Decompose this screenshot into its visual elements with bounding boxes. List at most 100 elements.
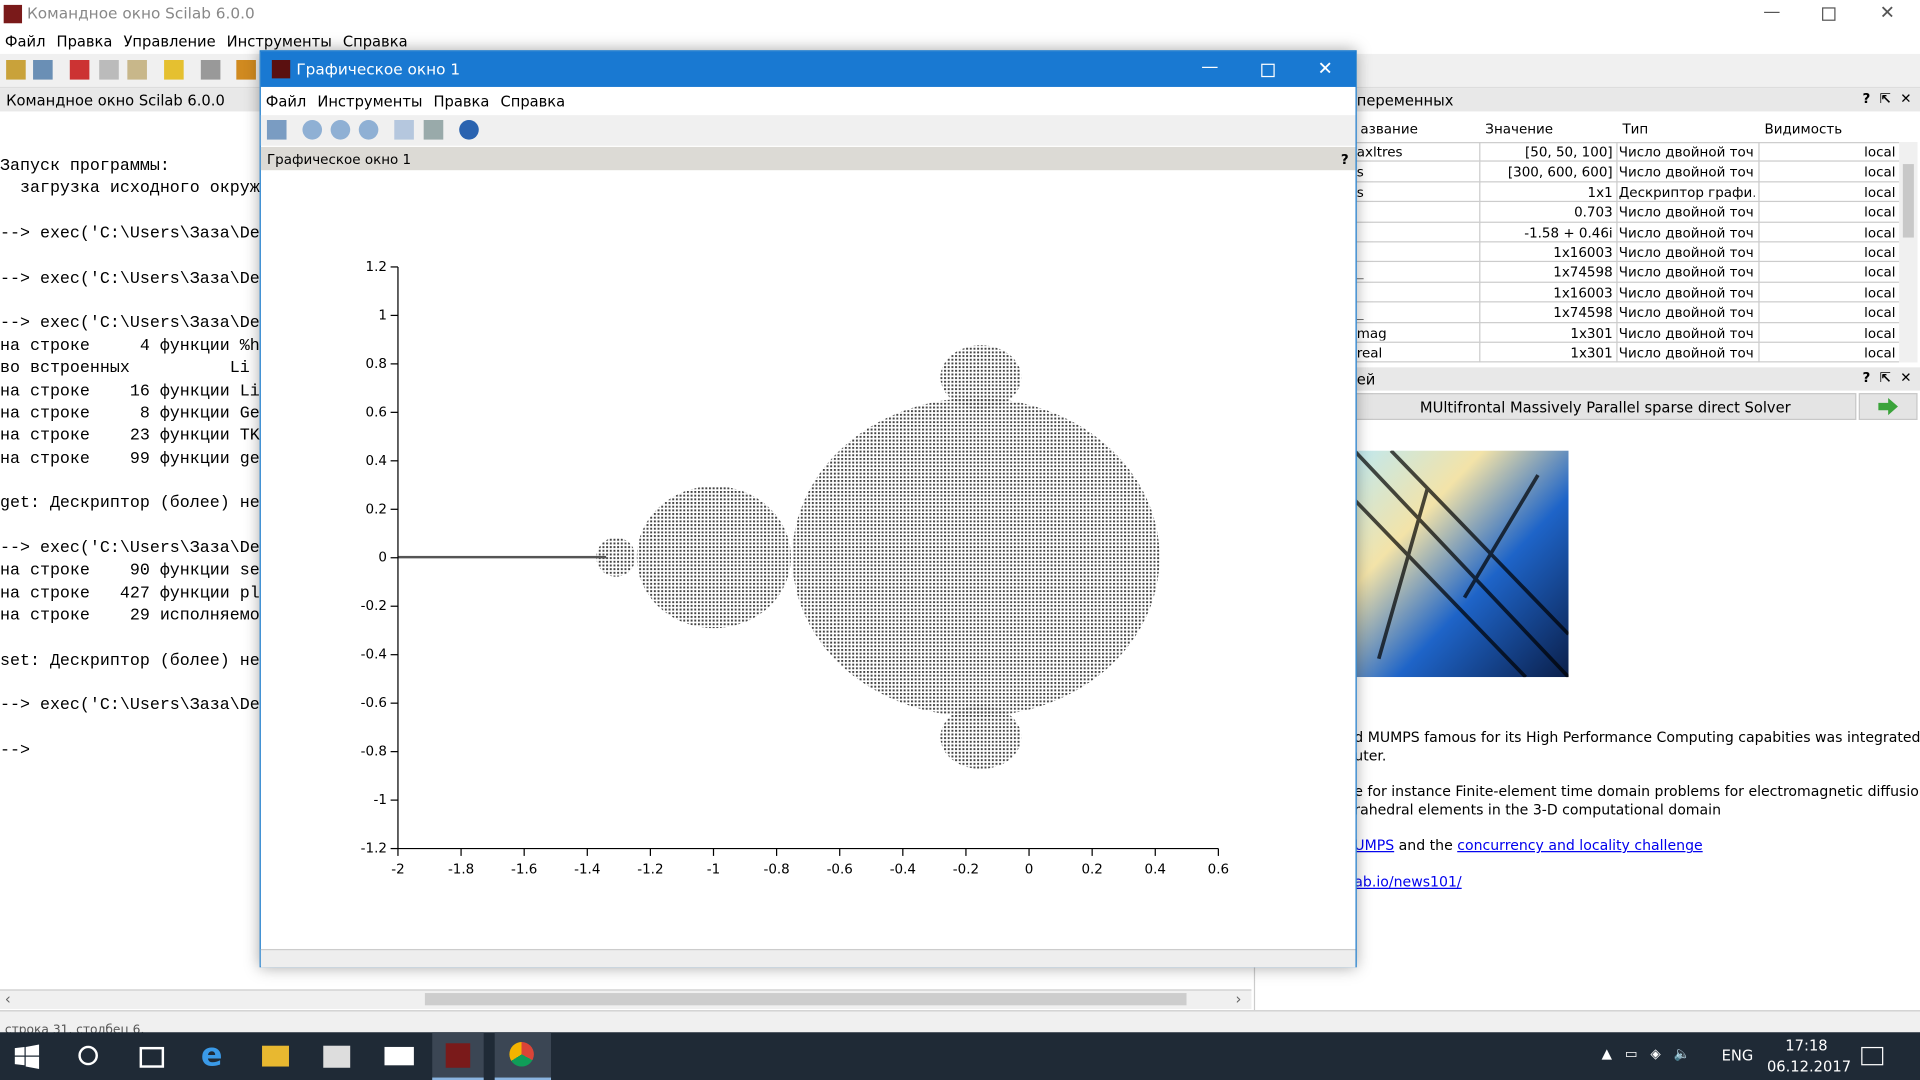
table-row[interactable] <box>1354 323 1900 343</box>
tool-icon[interactable] <box>266 120 287 140</box>
edge-icon[interactable]: e <box>200 1037 223 1074</box>
graphic-title: Графическое окно 1 <box>296 60 461 79</box>
mail-icon[interactable] <box>384 1046 414 1066</box>
console-line: на строке 4 функции %h <box>0 337 260 357</box>
close-button[interactable]: ✕ <box>1317 57 1333 80</box>
tool-icon[interactable] <box>200 60 221 80</box>
panel-buttons[interactable]: ? ⇱ ✕ <box>1862 90 1912 107</box>
table-row[interactable] <box>1354 263 1900 283</box>
console[interactable]: Запуск программы: загрузка исходного окр… <box>0 159 1251 979</box>
store-icon[interactable] <box>323 1045 351 1068</box>
tool-icon[interactable] <box>164 60 184 80</box>
news-text: uter. <box>1354 746 1387 764</box>
minimize-button[interactable]: — <box>1763 2 1781 23</box>
cell-border <box>1479 222 1481 243</box>
table-cell: 1x74598 <box>1553 266 1613 280</box>
column-header[interactable]: Тип <box>1622 121 1649 138</box>
window-icon <box>271 60 291 79</box>
x-tick-label: -1.6 <box>511 862 537 877</box>
restore-button[interactable] <box>1822 7 1836 21</box>
help-icon[interactable] <box>459 120 479 140</box>
figure-label-bar <box>260 146 1356 171</box>
news-text: and the <box>1394 836 1458 854</box>
x-tick-label: 0 <box>1025 862 1034 877</box>
scroll-right[interactable]: › <box>1235 990 1242 1008</box>
cell-border <box>1758 322 1760 343</box>
cell-border <box>1616 162 1618 183</box>
console-line: get: Дескриптор (более) не <box>0 495 260 514</box>
menu-item[interactable]: Правка <box>433 93 490 111</box>
tool-icon[interactable] <box>236 60 256 80</box>
table-row[interactable] <box>1354 283 1900 303</box>
menu-item[interactable]: Инструменты <box>226 32 332 50</box>
table-row[interactable] <box>1354 142 1900 163</box>
x-tick-label: -1.8 <box>448 862 474 877</box>
chrome-task[interactable] <box>494 1032 552 1080</box>
tool-icon[interactable] <box>330 120 351 140</box>
menu-item[interactable]: Инструменты <box>317 93 423 111</box>
console-scrollbar[interactable]: ‹ › <box>0 989 1252 1009</box>
table-row[interactable] <box>1354 222 1900 243</box>
tool-icon[interactable] <box>394 120 414 140</box>
column-header[interactable]: азвание <box>1360 121 1418 138</box>
news-line: ab.io/news101/ <box>1354 873 1461 890</box>
tool-icon[interactable] <box>33 60 53 80</box>
y-tick-label: -1 <box>374 793 387 808</box>
console-line: на строке 8 функции Ge <box>0 405 260 424</box>
column-header[interactable]: Значение <box>1485 121 1554 138</box>
explorer-icon[interactable] <box>262 1045 289 1067</box>
tool-icon[interactable] <box>6 60 26 80</box>
tool-icon[interactable] <box>69 60 90 80</box>
menu-item[interactable]: Файл <box>265 93 307 111</box>
start-button[interactable] <box>14 1044 40 1069</box>
variables-title: переменных <box>1356 91 1454 109</box>
panel-buttons[interactable]: ? ⇱ ✕ <box>1862 369 1912 386</box>
table-row[interactable] <box>1354 202 1900 223</box>
minimize-button[interactable]: — <box>1201 57 1219 78</box>
cell-border <box>1616 302 1618 323</box>
clock-date[interactable]: 06.12.2017 <box>1766 1057 1852 1076</box>
news-line: rahedral elements in the 3-D computation… <box>1354 801 1721 818</box>
column-header[interactable]: Видимость <box>1764 121 1843 138</box>
table-cell: 1x16003 <box>1553 246 1613 260</box>
table-row[interactable] <box>1354 162 1900 183</box>
tool-icon[interactable] <box>423 120 444 140</box>
task-view-button[interactable] <box>139 1046 165 1068</box>
tool-icon[interactable] <box>302 120 323 140</box>
menu-item[interactable]: Правка <box>56 32 113 50</box>
notifications[interactable] <box>1861 1046 1884 1066</box>
tool-icon[interactable] <box>358 120 379 140</box>
x-tick-label: -0.6 <box>827 862 853 877</box>
y-tick-label: 0 <box>378 551 387 566</box>
close-button[interactable]: ✕ <box>1879 1 1895 24</box>
scroll-thumb[interactable] <box>1902 164 1914 238</box>
menu-item[interactable]: Управление <box>123 32 216 50</box>
menu-item[interactable]: Справка <box>342 32 408 50</box>
maximize-button[interactable] <box>1261 63 1275 78</box>
console-line: на строке 427 функции pl <box>0 584 260 604</box>
main-menu: Файл Правка Управление Инструменты Справка <box>0 29 1920 52</box>
table-row[interactable] <box>1354 303 1900 323</box>
news-link[interactable]: ab.io/news101/ <box>1354 872 1462 890</box>
news-link[interactable]: UMPS <box>1354 836 1395 854</box>
tray-icons[interactable]: ▲ ▭ ◈ 🔈 <box>1601 1045 1691 1062</box>
search-button[interactable] <box>78 1045 98 1066</box>
table-row[interactable] <box>1354 343 1900 363</box>
figure-help[interactable]: ? <box>1340 151 1349 168</box>
scilab-task[interactable] <box>432 1032 484 1080</box>
console-line: --> exec('C:\Users\Заза\De <box>0 270 260 289</box>
cell-border <box>1616 142 1618 163</box>
clock-time[interactable]: 17:18 <box>1785 1037 1828 1055</box>
table-row[interactable] <box>1354 182 1900 203</box>
tool-icon[interactable] <box>99 60 119 80</box>
tool-icon[interactable] <box>127 60 147 80</box>
language[interactable]: ENG <box>1721 1046 1754 1065</box>
variables-scrollbar[interactable] <box>1899 142 1918 363</box>
table-row[interactable] <box>1354 242 1900 263</box>
scroll-left[interactable]: ‹ <box>4 990 11 1008</box>
menu-item[interactable]: Справка <box>500 93 566 111</box>
scroll-thumb[interactable] <box>424 993 1187 1006</box>
news-link[interactable]: concurrency and locality challenge <box>1457 836 1703 854</box>
menu-item[interactable]: Файл <box>4 32 46 50</box>
next-button[interactable] <box>1858 393 1918 421</box>
